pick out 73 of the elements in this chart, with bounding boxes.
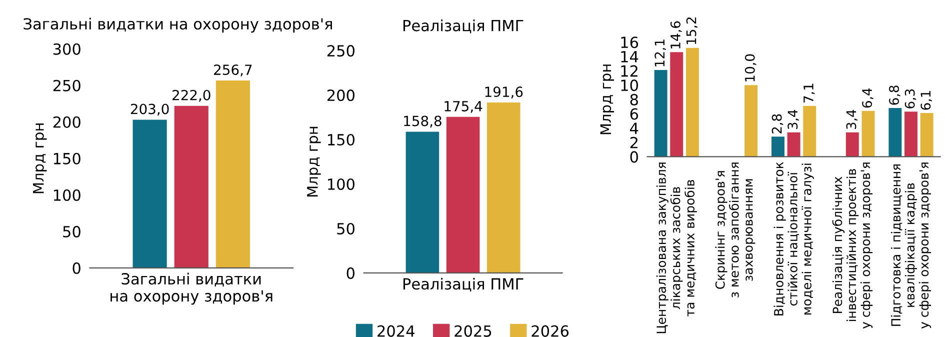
y-tick-label: 50: [337, 222, 354, 235]
y-tick-label: 0: [72, 262, 80, 274]
y-tick-label: 250: [53, 80, 80, 92]
data-label: 7,1: [804, 84, 815, 102]
bar: [132, 120, 167, 268]
bar: [406, 132, 440, 273]
bar: [744, 85, 758, 157]
y-axis-title: Млрд грн: [307, 126, 321, 196]
data-label: 175,4: [444, 101, 482, 113]
data-label: 15,2: [686, 18, 698, 44]
data-label: 222,0: [172, 90, 210, 102]
data-label: 6,3: [904, 89, 916, 108]
y-tick-label: 150: [328, 134, 354, 146]
y-tick-label: 100: [54, 189, 80, 201]
data-label: 6,8: [889, 86, 900, 105]
data-label: 158,8: [404, 116, 442, 128]
x-tick-label: Реалізація ПМГ: [403, 278, 524, 292]
data-label: 2,8: [772, 114, 784, 134]
data-label: 191,6: [485, 86, 523, 98]
y-tick-label: 200: [53, 116, 80, 128]
bar: [686, 48, 699, 157]
bar: [862, 110, 875, 157]
bar: [846, 132, 859, 157]
data-label: 256,7: [214, 64, 252, 76]
bar: [771, 136, 784, 157]
y-tick-label: 100: [328, 178, 354, 190]
data-label: 12,1: [654, 40, 666, 66]
x-tick-label: Скринінг здоров'я з метою запобігання захворюванням: [715, 162, 756, 298]
y-tick-label: 6: [630, 108, 638, 120]
bar: [904, 112, 918, 157]
chart-title: Загальні видатки на охорону здоров'я: [24, 18, 332, 33]
x-tick-label: Реалізація публічних інвестиційних проектів у сфері охорони здоров'я: [832, 162, 873, 329]
data-label: 203,0: [130, 104, 169, 116]
y-tick-label: 200: [327, 90, 354, 102]
data-label: 3,4: [788, 110, 799, 130]
y-axis-title: Млрд грн: [33, 124, 47, 194]
y-tick-label: 300: [53, 43, 80, 55]
data-label: 6,4: [862, 88, 874, 108]
x-tick-label: Загальні видатки на охорону здоров'я: [110, 272, 272, 305]
bar: [787, 132, 800, 157]
bar: [888, 108, 902, 157]
y-tick-label: 12: [621, 65, 638, 77]
y-tick-label: 2: [630, 136, 638, 148]
y-tick-label: 16: [621, 36, 638, 48]
y-tick-label: 0: [630, 151, 638, 163]
legend-label: 2026: [532, 325, 569, 337]
data-label: 10,0: [744, 54, 756, 82]
legend-label: 2024: [378, 325, 414, 337]
y-tick-label: 250: [327, 45, 354, 57]
bar: [174, 106, 208, 268]
bar: [654, 70, 668, 157]
bar: [446, 116, 480, 273]
bar: [670, 52, 684, 157]
legend-label: 2025: [454, 325, 492, 337]
x-tick-label: Підготовка і підвищення кваліфікації кадрів у сфері охорони здоров'я: [890, 162, 932, 329]
y-tick-label: 0: [346, 267, 354, 279]
y-tick-label: 150: [54, 152, 80, 164]
bar: [487, 102, 520, 273]
chart-title: Реалізація ПМГ: [403, 19, 524, 34]
data-label: 14,6: [670, 21, 682, 48]
y-tick-label: 10: [621, 80, 638, 92]
bar: [803, 106, 816, 157]
y-tick-label: 4: [630, 122, 638, 134]
y-tick-label: 8: [630, 94, 638, 106]
y-tick-label: 50: [63, 226, 80, 238]
data-label: 6,1: [920, 90, 932, 110]
y-axis-title: Млрд грн: [600, 64, 614, 134]
y-tick-label: 14: [621, 51, 638, 62]
x-tick-label: Централізована закупівля лікарських засобів та медичних виробів: [656, 162, 697, 334]
bar: [920, 113, 934, 157]
bar: [216, 80, 250, 268]
x-tick-label: Відновлення і розвиток стійкої національної моделі медичної галузі: [774, 162, 814, 316]
data-label: 3,4: [846, 110, 858, 130]
